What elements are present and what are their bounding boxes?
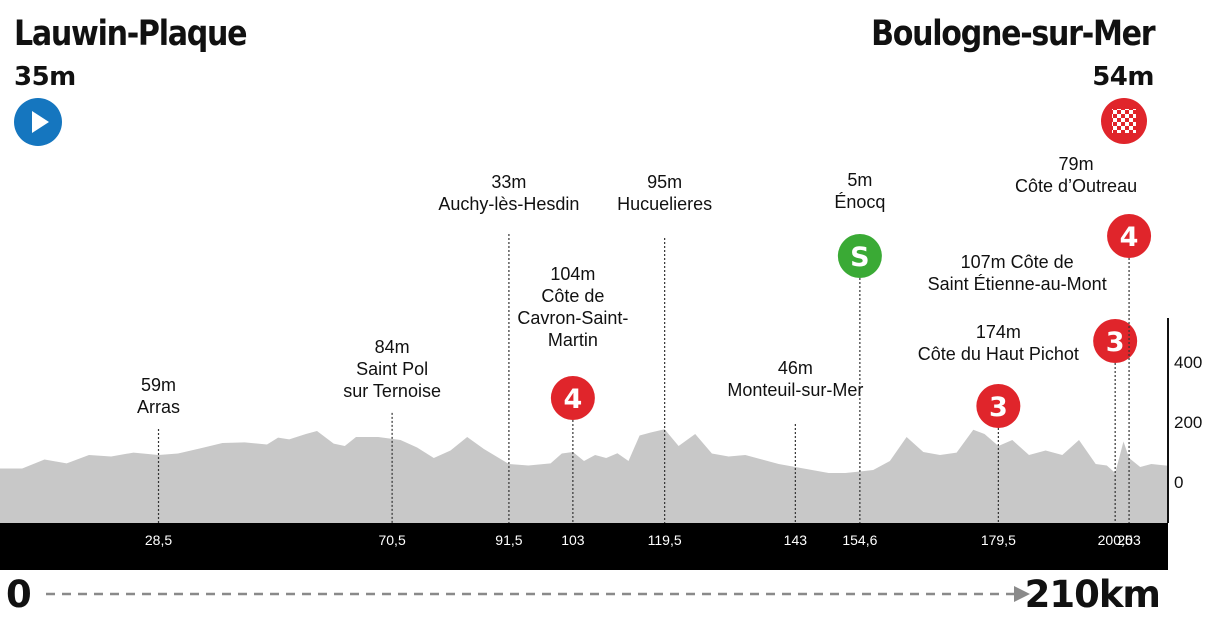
sprint-badge bbox=[837, 234, 882, 278]
marker-name: 107m Côte de bbox=[961, 252, 1074, 272]
marker-altitude: 84m bbox=[375, 337, 410, 357]
elevation-area bbox=[0, 429, 1168, 523]
marker-name: Hucuelieres bbox=[617, 194, 712, 214]
distance-end-label: 210km bbox=[1024, 573, 1161, 616]
badge-category: 4 bbox=[1120, 222, 1139, 253]
marker-name: Côte de bbox=[541, 286, 604, 306]
marker-altitude: 95m bbox=[647, 172, 682, 192]
km-label: 70,5 bbox=[378, 532, 405, 548]
kom-badge bbox=[1107, 214, 1152, 258]
checkered-flag-icon bbox=[1101, 98, 1147, 144]
marker-name: Énocq bbox=[834, 192, 885, 212]
kom-badge bbox=[550, 376, 595, 420]
km-label: 28,5 bbox=[145, 532, 172, 548]
marker-altitude: 59m bbox=[141, 375, 176, 395]
km-label: 203 bbox=[1117, 532, 1141, 548]
marker-name: Martin bbox=[548, 330, 598, 350]
marker-name: Auchy-lès-Hesdin bbox=[438, 194, 579, 214]
km-label: 200,5 bbox=[1098, 532, 1133, 548]
badge-category: 3 bbox=[989, 392, 1008, 423]
km-label: 143 bbox=[784, 532, 808, 548]
badge-category: 4 bbox=[563, 384, 582, 415]
badge-category: 3 bbox=[1106, 327, 1125, 358]
badge-category: S bbox=[850, 242, 869, 273]
km-label: 103 bbox=[561, 532, 585, 548]
marker-name: Cavron-Saint- bbox=[517, 308, 628, 328]
marker-altitude: 104m bbox=[550, 264, 595, 284]
altitude-axis-ticks: 400 200 0 bbox=[1174, 353, 1202, 492]
distance-start-label: 0 bbox=[6, 573, 32, 616]
km-label: 119,5 bbox=[648, 532, 682, 548]
play-icon bbox=[14, 98, 62, 146]
finish-town-name: Boulogne-sur-Mer bbox=[870, 14, 1155, 54]
distance-band bbox=[0, 523, 1168, 570]
marker-altitude: 5m bbox=[847, 170, 872, 190]
marker-name: Monteuil-sur-Mer bbox=[727, 380, 863, 400]
marker-altitude: 46m bbox=[778, 358, 813, 378]
kom-badge bbox=[976, 384, 1021, 428]
marker-name: Côte du Haut Pichot bbox=[918, 344, 1079, 364]
marker-name: Côte d’Outreau bbox=[1015, 176, 1137, 196]
distance-arrow-icon bbox=[46, 586, 1030, 602]
marker-altitude: 79m bbox=[1059, 154, 1094, 174]
altitude-tick-label: 400 bbox=[1174, 353, 1202, 372]
marker-name: Saint Étienne-au-Mont bbox=[928, 274, 1107, 294]
start-altitude: 35m bbox=[14, 62, 76, 92]
altitude-tick-label: 0 bbox=[1174, 473, 1183, 492]
km-label: 91,5 bbox=[495, 532, 522, 548]
marker-name: sur Ternoise bbox=[343, 381, 441, 401]
start-town-name: Lauwin-Plaque bbox=[14, 14, 248, 54]
km-label: 179,5 bbox=[981, 532, 1016, 548]
marker-name: Arras bbox=[137, 397, 180, 417]
marker-altitude: 174m bbox=[976, 322, 1021, 342]
marker-name: Saint Pol bbox=[356, 359, 428, 379]
finish-altitude: 54m bbox=[1092, 62, 1154, 92]
altitude-tick-label: 200 bbox=[1174, 413, 1202, 432]
kom-badge bbox=[1093, 319, 1138, 363]
km-label: 154,6 bbox=[842, 532, 877, 548]
marker-altitude: 33m bbox=[491, 172, 526, 192]
